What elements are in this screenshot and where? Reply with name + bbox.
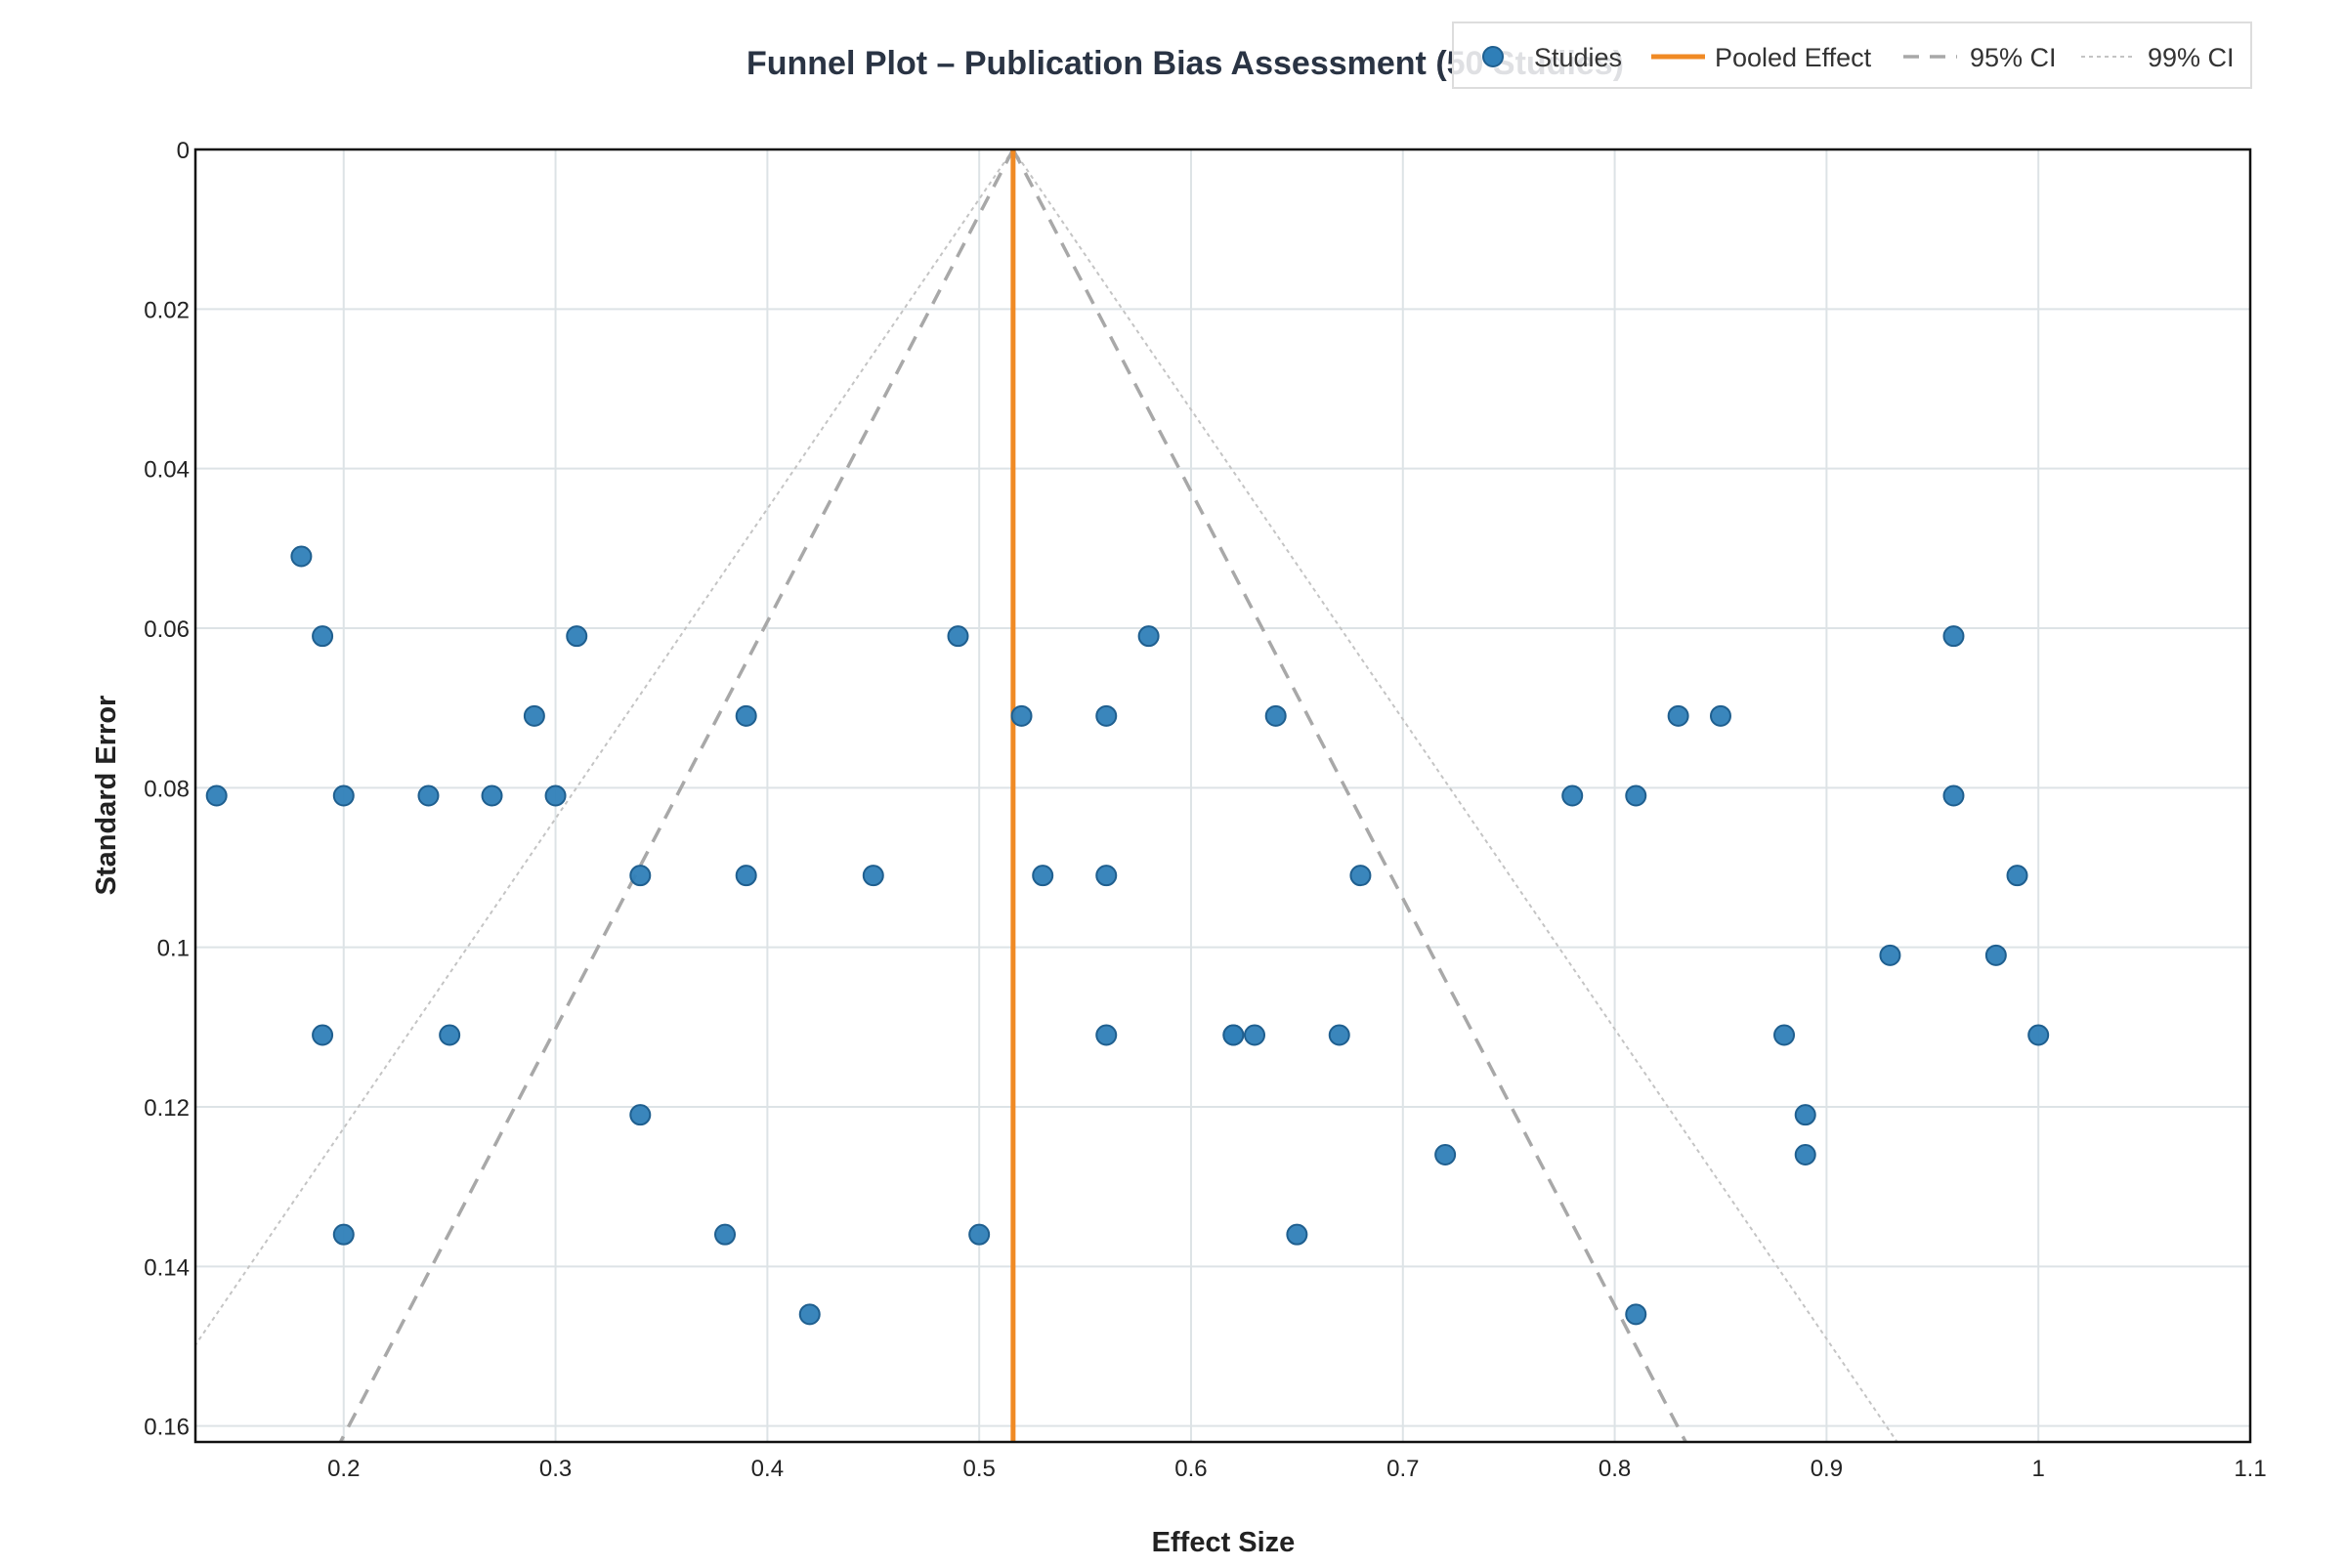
study-point [629,865,652,887]
ci99-upper-line [1012,149,1898,1442]
study-point [1349,865,1372,887]
y-tick-label: 0 [177,138,190,164]
study-point [1561,784,1584,807]
study-point [947,625,969,648]
x-tick-label: 0.7 [1386,1456,1419,1482]
study-point [2006,865,2028,887]
y-tick-label: 0.06 [144,616,190,643]
study-point [1879,944,1901,966]
legend-ci99-label: 99% CI [2148,43,2235,72]
study-point [1244,1024,1266,1046]
x-tick-label: 1 [2032,1456,2045,1482]
study-point [714,1223,737,1246]
study-point [862,865,884,887]
study-point [1095,865,1118,887]
x-tick-label: 0.6 [1174,1456,1207,1482]
legend-ci95-label: 95% CI [1970,43,2057,72]
study-point [332,784,355,807]
study-points [205,545,2050,1326]
study-point [1286,1223,1308,1246]
study-point [968,1223,991,1246]
study-point [312,625,334,648]
confidence-lines [195,149,1898,1442]
study-point [1010,704,1033,727]
study-point [735,704,757,727]
y-axis-ticks: 0 0.02 0.04 0.06 0.08 0.1 0.12 0.14 0.16 [144,138,190,1441]
ci95-lower-line [338,149,1015,1442]
study-point [1032,865,1054,887]
study-point [1942,625,1965,648]
study-point [1625,784,1647,807]
study-point [481,784,503,807]
study-point [439,1024,461,1046]
y-tick-label: 0.1 [157,936,190,962]
plot-frame [193,148,2252,1444]
x-tick-label: 0.9 [1811,1456,1843,1482]
x-tick-label: 0.8 [1599,1456,1631,1482]
study-point [1095,1024,1118,1046]
grid-lines [195,149,2250,1442]
study-point [1434,1144,1457,1165]
x-tick-label: 1.1 [2234,1456,2266,1482]
study-point [1794,1104,1816,1126]
y-tick-label: 0.04 [144,457,190,484]
study-point [312,1024,334,1046]
y-tick-label: 0.16 [144,1415,190,1441]
study-point [566,625,588,648]
study-point [735,865,757,887]
study-point [1222,1024,1245,1046]
y-tick-label: 0.14 [144,1254,190,1281]
study-point [629,1104,652,1126]
study-point [1137,625,1160,648]
study-point [798,1303,821,1326]
x-tick-label: 0.4 [751,1456,784,1482]
study-point [2027,1024,2050,1046]
x-tick-label: 0.2 [327,1456,360,1482]
y-tick-label: 0.02 [144,297,190,323]
x-axis-label: Effect Size [1152,1527,1296,1558]
study-point [1773,1024,1796,1046]
study-point [1095,704,1118,727]
legend-pooled-label: Pooled Effect [1715,43,1872,72]
study-point [1667,704,1689,727]
study-point [1264,704,1287,727]
study-point [290,545,313,568]
study-point [1709,704,1731,727]
x-tick-label: 0.3 [539,1456,572,1482]
study-point [417,784,440,807]
y-tick-label: 0.12 [144,1095,190,1122]
y-tick-label: 0.08 [144,776,190,802]
study-point [1984,944,2007,966]
x-tick-label: 0.5 [962,1456,995,1482]
study-point [205,784,228,807]
study-point [332,1223,355,1246]
study-point [1625,1303,1647,1326]
study-point [523,704,545,727]
ci95-upper-line [1011,149,1687,1442]
study-point [544,784,567,807]
legend-studies-marker [1482,46,1504,67]
legend-studies-label: Studies [1534,43,1622,72]
study-point [1328,1024,1350,1046]
ci99-lower-line [195,149,1014,1347]
x-axis-ticks: 0.2 0.3 0.4 0.5 0.6 0.7 0.8 0.9 1 1.1 [327,1456,2267,1482]
legend-box [1452,21,2252,89]
y-axis-label: Standard Error [91,696,122,896]
study-point [1942,784,1965,807]
study-point [1794,1144,1816,1165]
legend: Studies Pooled Effect 95% CI 99% CI [1452,21,2252,89]
